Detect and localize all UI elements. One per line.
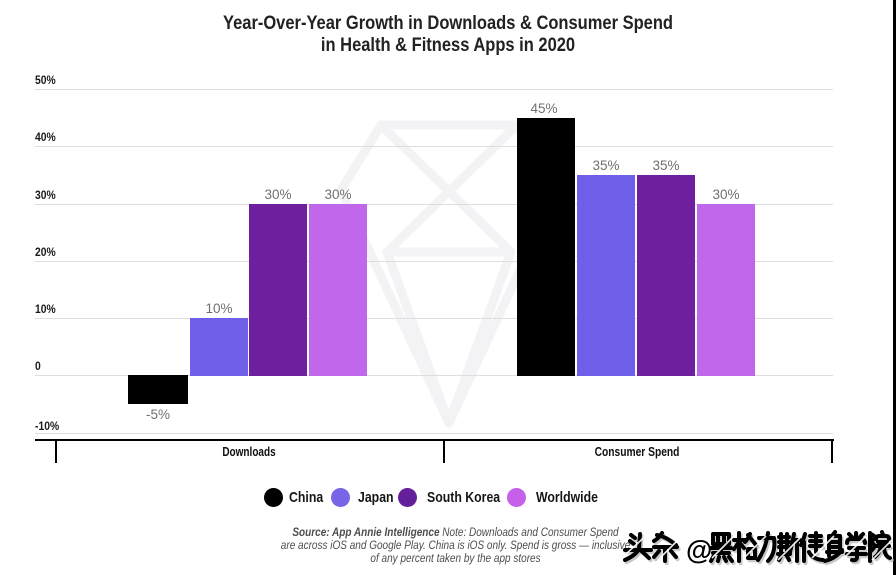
svg-text:@: @: [686, 535, 712, 565]
